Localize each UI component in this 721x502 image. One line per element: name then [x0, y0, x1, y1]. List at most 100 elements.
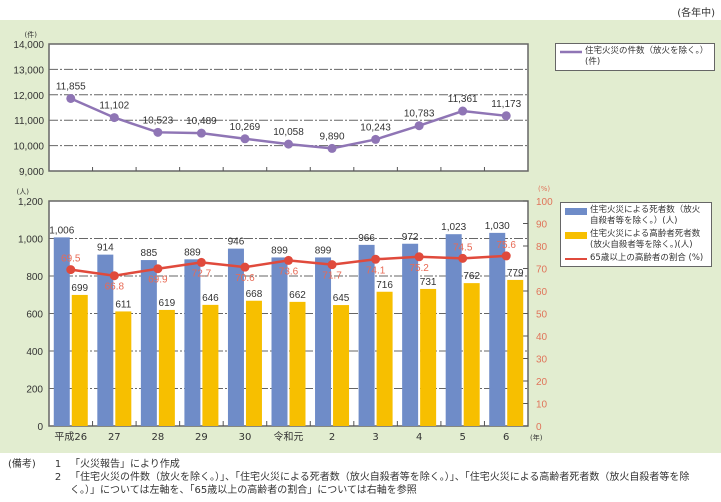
- elderly-ratio-data-label: 74.1: [366, 265, 386, 276]
- elderly-deaths-data-label: 668: [246, 289, 263, 300]
- elderly-ratio-point: [284, 255, 293, 265]
- lower-y-unit: (人): [17, 188, 30, 196]
- right-y-tick-label: 40: [536, 332, 548, 343]
- elderly-deaths-data-label: 699: [71, 283, 88, 294]
- deaths-bar: [97, 254, 114, 426]
- right-y-tick-label: 60: [536, 287, 548, 298]
- elderly-ratio-data-label: 71.7: [322, 271, 342, 282]
- elderly-deaths-data-label: 762: [463, 271, 480, 282]
- right-y-tick-label: 100: [536, 197, 553, 208]
- right-y-tick-label: 90: [536, 220, 548, 231]
- fire-count-data-label: 11,173: [491, 99, 521, 110]
- elderly-ratio-point: [501, 251, 511, 261]
- fire-count-data-label: 11,361: [448, 94, 478, 105]
- elderly-ratio-data-label: 75.6: [496, 240, 516, 251]
- fire-count-point: [501, 111, 511, 121]
- legend-label: 自殺者等を除く。）(人): [590, 216, 678, 226]
- lower-y-tick-label: 1,200: [18, 197, 43, 208]
- deaths-data-label: 972: [402, 232, 419, 243]
- fire-count-point: [371, 134, 381, 144]
- elderly-ratio-data-label: 72.7: [192, 268, 212, 279]
- fire-count-data-label: 9,890: [320, 131, 345, 142]
- elderly-ratio-point: [66, 265, 76, 275]
- elderly-deaths-data-label: 731: [420, 277, 437, 288]
- fire-count-point: [284, 139, 293, 149]
- fire-count-data-label: 10,783: [404, 109, 435, 120]
- deaths-bar: [402, 243, 419, 426]
- elderly-ratio-data-label: 75.2: [409, 263, 429, 274]
- legend-item-deaths: 住宅火災による死者数（放火 自殺者等を除く。）(人): [565, 205, 707, 227]
- right-y-tick-label: 80: [536, 242, 548, 253]
- elderly-ratio-point: [327, 260, 337, 270]
- lower-y-tick-label: 1,000: [18, 235, 43, 246]
- deaths-bar: [184, 259, 201, 426]
- elderly-deaths-data-label: 619: [159, 298, 176, 309]
- upper-y-tick-label: 10,000: [13, 142, 44, 153]
- elderly-deaths-bar: [115, 311, 132, 426]
- x-tick-label: 令和元: [274, 430, 304, 443]
- upper-y-unit: (件): [25, 30, 38, 39]
- deaths-data-label: 946: [228, 237, 245, 248]
- deaths-data-label: 885: [141, 248, 158, 259]
- deaths-bar: [271, 257, 288, 426]
- right-y-tick-label: 20: [536, 377, 548, 388]
- note-number: 1: [54, 459, 62, 470]
- deaths-data-label: 1,030: [485, 221, 510, 232]
- fire-count-data-label: 11,102: [99, 101, 129, 112]
- right-y-tick-label: 70: [536, 265, 548, 276]
- elderly-ratio-data-label: 66.8: [105, 282, 125, 293]
- lower-y-tick-label: 800: [26, 272, 43, 283]
- elderly-deaths-bar: [158, 309, 175, 426]
- deaths-data-label: 966: [358, 233, 375, 244]
- elderly-ratio-data-label: 69.5: [61, 254, 81, 265]
- elderly-deaths-bar: [202, 304, 219, 426]
- x-tick-label: 27: [108, 432, 121, 443]
- deaths-bar: [140, 260, 157, 426]
- legend-label: (放火自殺者等を除く。)(人): [590, 240, 693, 250]
- deaths-bar: [227, 248, 244, 426]
- x-tick-label: 5: [459, 432, 465, 443]
- deaths-data-label: 1,006: [49, 225, 74, 236]
- deaths-bar: [315, 257, 332, 426]
- right-y-unit: (%): [538, 185, 550, 193]
- fire-count-point: [458, 106, 468, 116]
- elderly-deaths-bar: [333, 305, 350, 426]
- elderly-ratio-data-label: 69.9: [148, 275, 168, 286]
- note-text: 「住宅火災の件数（放火を除く。）」、「住宅火災による死者数（放火自殺者等を除く。…: [70, 472, 690, 496]
- notes: (備考) 1 「火災報告」により作成 2 「住宅火災の件数（放火を除く。）」、「…: [8, 458, 710, 497]
- legend-item-elderly-deaths: 住宅火災による高齢者死者数 (放火自殺者等を除く。)(人): [565, 229, 707, 251]
- x-tick-label: 29: [195, 432, 208, 443]
- deaths-data-label: 1,023: [441, 222, 466, 233]
- elderly-ratio-point: [458, 253, 468, 263]
- x-tick-label: 28: [151, 432, 164, 443]
- elderly-ratio-point: [153, 264, 163, 274]
- deaths-data-label: 899: [315, 245, 332, 256]
- elderly-ratio-point: [414, 252, 424, 262]
- fire-count-data-label: 10,269: [230, 122, 261, 133]
- fire-count-data-label: 11,855: [56, 81, 86, 92]
- legend-swatch-blue: [565, 208, 587, 215]
- notes-label: (備考): [8, 459, 36, 470]
- elderly-deaths-data-label: 646: [202, 293, 219, 304]
- deaths-data-label: 889: [184, 247, 201, 258]
- legend-label: 住宅火災による高齢者死者数: [590, 229, 701, 239]
- upper-legend: 住宅火災の件数（放火を除く。） (件): [555, 43, 715, 71]
- elderly-deaths-bar: [245, 300, 262, 426]
- elderly-ratio-data-label: 74.5: [453, 242, 473, 253]
- elderly-ratio-point: [240, 262, 250, 272]
- legend-label-line1: 住宅火災の件数（放火を除く。）: [585, 46, 709, 56]
- x-unit: (年): [530, 433, 543, 442]
- upper-y-tick-label: 9,000: [19, 167, 44, 178]
- elderly-deaths-data-label: 779: [507, 268, 524, 279]
- elderly-deaths-bar: [289, 301, 306, 426]
- fire-count-point: [414, 121, 424, 131]
- fire-count-point: [240, 134, 250, 144]
- x-tick-label: 4: [416, 432, 422, 443]
- deaths-bar: [445, 234, 462, 426]
- fire-count-data-label: 10,489: [186, 116, 217, 127]
- legend-item-fire-count: 住宅火災の件数（放火を除く。） (件): [560, 46, 710, 68]
- lower-y-tick-label: 400: [26, 347, 43, 358]
- note-number: 2: [54, 472, 62, 483]
- note-text: 「火災報告」により作成: [70, 459, 180, 470]
